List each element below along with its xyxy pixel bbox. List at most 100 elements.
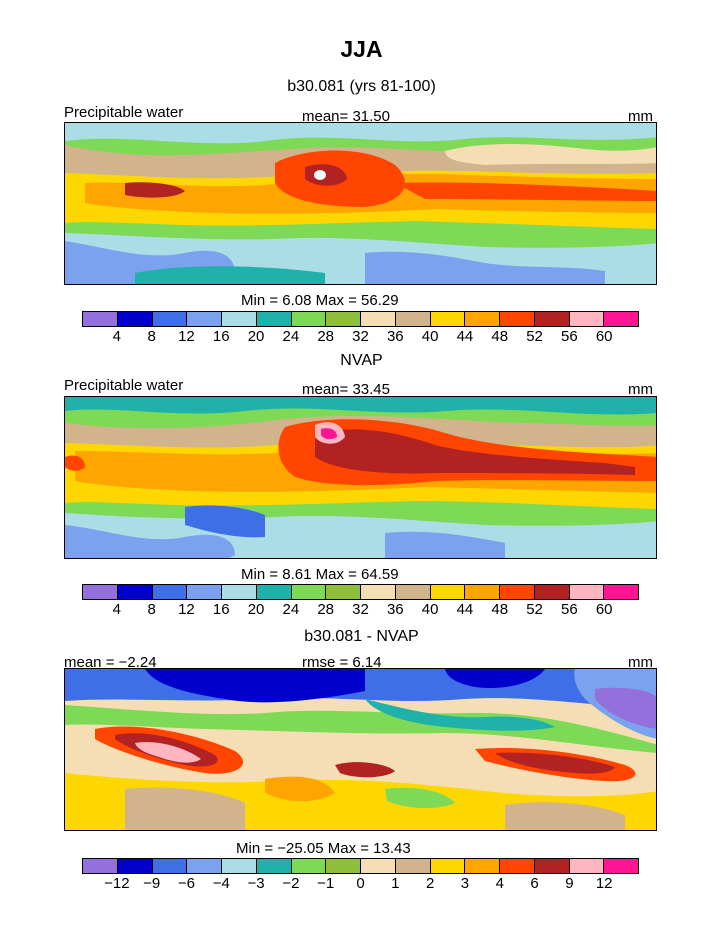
colorbar-swatch (256, 859, 292, 873)
colorbar-swatch (465, 585, 500, 599)
colorbar-swatch (256, 312, 292, 326)
colorbar-tick-label: 44 (456, 328, 474, 345)
colorbar-tick-label: 20 (247, 328, 265, 345)
panel1-map (64, 122, 657, 285)
colorbar-tick-label: 8 (147, 601, 156, 618)
panel3-units-label: mm (628, 654, 653, 671)
colorbar-swatch (604, 585, 638, 599)
colorbar-tick-label: 56 (561, 328, 578, 345)
colorbar-tick-label: 40 (421, 601, 439, 618)
colorbar-swatch (117, 312, 153, 326)
colorbar-swatch (465, 312, 500, 326)
panel1-title: b30.081 (yrs 81-100) (287, 78, 436, 95)
colorbar-swatch (361, 312, 396, 326)
colorbar-swatch (222, 859, 257, 873)
colorbar-tick-label: 12 (178, 328, 195, 345)
colorbar-swatch (291, 585, 327, 599)
colorbar-swatch (604, 859, 638, 873)
panel3-colorbar (82, 858, 639, 874)
colorbar-tick-label: 0 (356, 875, 365, 892)
colorbar-swatch (430, 859, 466, 873)
colorbar-swatch (187, 859, 222, 873)
colorbar-swatch (500, 859, 535, 873)
colorbar-tick-label: 1 (391, 875, 400, 892)
colorbar-tick-label: 52 (526, 601, 543, 618)
colorbar-swatch (222, 585, 257, 599)
colorbar-swatch (534, 585, 570, 599)
colorbar-tick-label: 9 (565, 875, 574, 892)
colorbar-swatch (152, 859, 188, 873)
colorbar-tick-label: −12 (104, 875, 130, 892)
panel1-colorbar (82, 311, 639, 327)
colorbar-tick-label: 56 (561, 601, 578, 618)
colorbar-tick-label: 4 (112, 601, 121, 618)
colorbar-tick-label: 36 (386, 328, 404, 345)
panel2-units-label: mm (628, 381, 653, 398)
panel3-rmse-label: rmse = 6.14 (302, 654, 382, 671)
colorbar-swatch (222, 312, 257, 326)
panel1-minmax: Min = 6.08 Max = 56.29 (241, 292, 399, 309)
colorbar-swatch (500, 312, 535, 326)
colorbar-tick-label: 2 (425, 875, 435, 892)
colorbar-tick-label: 36 (386, 601, 404, 618)
colorbar-tick-label: 16 (212, 328, 230, 345)
panel2-mean-label: mean= 33.45 (302, 381, 390, 398)
colorbar-swatch (500, 585, 535, 599)
colorbar-tick-label: 16 (212, 601, 230, 618)
colorbar-swatch (326, 312, 361, 326)
colorbar-swatch (395, 585, 431, 599)
colorbar-tick-label: −1 (317, 875, 335, 892)
colorbar-swatch (83, 585, 118, 599)
colorbar-tick-label: 32 (352, 328, 369, 345)
colorbar-swatch (187, 312, 222, 326)
colorbar-tick-label: 60 (595, 601, 613, 618)
panel2-map (64, 396, 657, 559)
colorbar-swatch (117, 585, 153, 599)
panel2-colorbar (82, 584, 639, 600)
colorbar-tick-label: 28 (317, 328, 335, 345)
colorbar-tick-label: 8 (147, 328, 156, 345)
colorbar-swatch (465, 859, 500, 873)
colorbar-tick-label: 20 (247, 601, 265, 618)
colorbar-swatch (83, 312, 118, 326)
colorbar-swatch (430, 312, 466, 326)
colorbar-tick-label: 4 (495, 875, 504, 892)
panel3-map (64, 668, 657, 831)
colorbar-tick-label: 12 (178, 601, 195, 618)
colorbar-swatch (152, 585, 188, 599)
colorbar-tick-label: −9 (143, 875, 161, 892)
colorbar-tick-label: 32 (352, 601, 369, 618)
colorbar-swatch (430, 585, 466, 599)
colorbar-tick-label: 40 (421, 328, 439, 345)
colorbar-tick-label: 12 (595, 875, 613, 892)
colorbar-swatch (291, 859, 327, 873)
colorbar-swatch (395, 312, 431, 326)
panel3-mean-label: mean = −2.24 (64, 654, 157, 671)
panel2-variable-label: Precipitable water (64, 377, 184, 394)
figure-title: JJA (340, 36, 383, 62)
colorbar-swatch (604, 312, 638, 326)
colorbar-swatch (361, 859, 396, 873)
colorbar-tick-label: 24 (282, 601, 300, 618)
colorbar-tick-label: 48 (491, 328, 509, 345)
panel3-title: b30.081 - NVAP (304, 628, 419, 645)
colorbar-tick-label: 52 (526, 328, 543, 345)
colorbar-swatch (534, 859, 570, 873)
panel3-colorbar-ticks: −12 −9 −6 −4 −3 −2 −1 0 1 2 3 4 6 9 12 (82, 875, 639, 893)
colorbar-swatch (326, 859, 361, 873)
colorbar-swatch (569, 312, 605, 326)
colorbar-tick-label: −4 (212, 875, 230, 892)
colorbar-tick-label: 6 (530, 875, 539, 892)
panel1-units-label: mm (628, 108, 653, 125)
colorbar-swatch (569, 859, 605, 873)
panel1-mean-label: mean= 31.50 (302, 108, 390, 125)
colorbar-swatch (152, 312, 188, 326)
colorbar-tick-label: −2 (282, 875, 300, 892)
colorbar-tick-label: −6 (177, 875, 195, 892)
colorbar-tick-label: 44 (456, 601, 474, 618)
colorbar-swatch (569, 585, 605, 599)
colorbar-swatch (187, 585, 222, 599)
colorbar-swatch (534, 312, 570, 326)
colorbar-tick-label: 60 (595, 328, 613, 345)
panel1-colorbar-ticks: 4 8 12 16 20 24 28 32 36 40 44 48 52 56 60 (82, 328, 639, 346)
